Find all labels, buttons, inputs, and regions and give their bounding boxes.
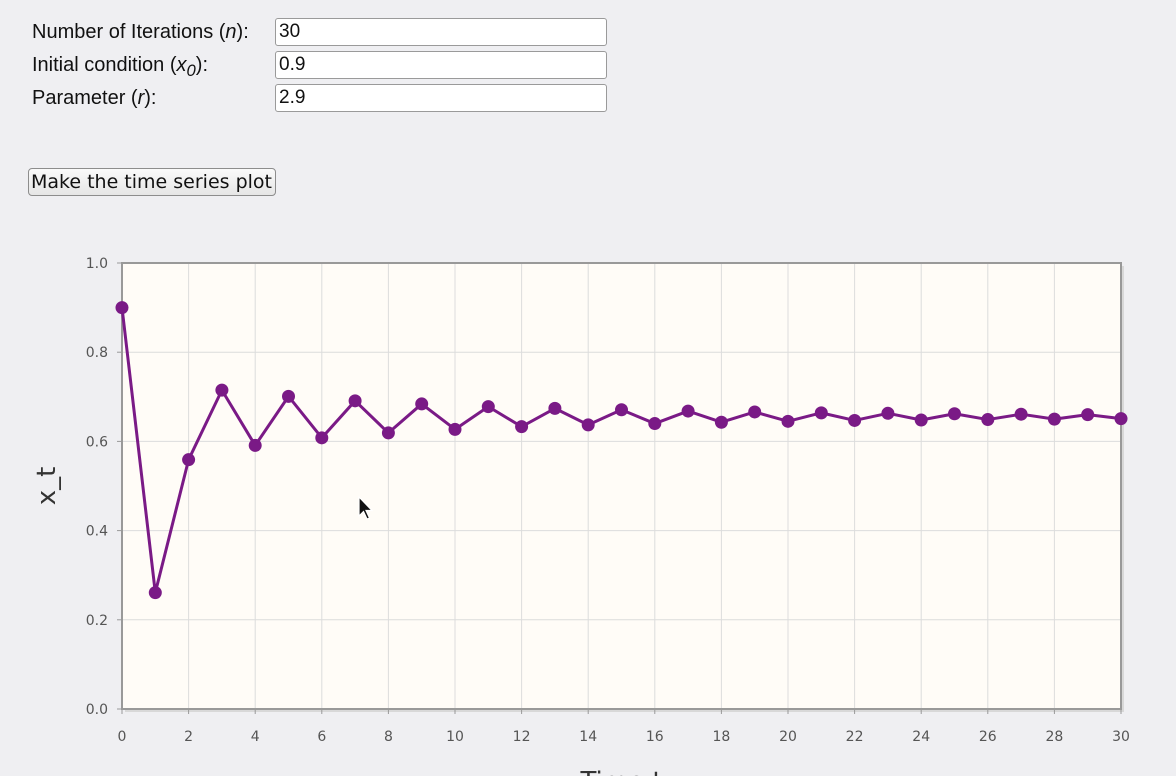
x-tick-label: 26: [979, 729, 997, 745]
data-point: [215, 383, 229, 397]
x-tick-label: 10: [446, 729, 464, 745]
data-point: [315, 431, 329, 445]
data-point: [748, 405, 762, 419]
data-point: [548, 401, 562, 415]
data-point: [515, 420, 529, 434]
data-point: [481, 400, 495, 414]
x-tick-label: 30: [1112, 729, 1130, 745]
x-tick-label: 8: [384, 729, 393, 745]
x-tick-label: 18: [712, 729, 730, 745]
data-point: [448, 422, 462, 436]
x-tick-label: 2: [184, 729, 193, 745]
x-tick-label: 16: [646, 729, 664, 745]
y-tick-label: 0.0: [86, 702, 108, 718]
data-point: [348, 394, 362, 408]
data-point: [881, 406, 895, 420]
data-point: [948, 407, 961, 421]
data-point: [1014, 407, 1028, 421]
y-tick-label: 0.2: [86, 613, 108, 629]
plot-area: [122, 263, 1121, 709]
data-point: [681, 404, 695, 418]
y-tick-label: 0.4: [86, 524, 108, 540]
iterations-label: Number of Iterations (n):: [32, 21, 249, 43]
data-point: [148, 586, 162, 600]
data-point: [914, 413, 928, 427]
data-point: [648, 417, 662, 431]
x-tick-label: 24: [912, 729, 930, 745]
y-tick-label: 0.8: [86, 345, 108, 361]
data-point: [115, 301, 129, 315]
data-point: [781, 414, 795, 428]
make-plot-button[interactable]: Make the time series plot: [28, 168, 276, 196]
x-tick-label: 12: [513, 729, 531, 745]
iterations-input[interactable]: [275, 18, 607, 46]
data-point: [1114, 412, 1128, 426]
initial-condition-row: Initial condition (x0):: [32, 51, 632, 81]
data-point: [248, 438, 262, 452]
iterations-row: Number of Iterations (n):: [32, 18, 632, 48]
x-tick-label: 4: [251, 729, 260, 745]
plot-frame: [121, 262, 1122, 710]
y-tick-label: 1.0: [86, 256, 108, 272]
parameter-row: Parameter (r):: [32, 84, 632, 114]
data-point: [1047, 412, 1061, 426]
data-point: [848, 413, 862, 427]
data-point: [981, 413, 995, 427]
data-point: [415, 397, 429, 411]
initial-condition-label: Initial condition (x0):: [32, 54, 209, 80]
data-point: [381, 426, 395, 440]
data-point: [182, 453, 196, 467]
x-tick-label: 14: [579, 729, 597, 745]
initial-condition-input[interactable]: [275, 51, 607, 79]
x-tick-label: 28: [1045, 729, 1063, 745]
x-tick-label: 22: [846, 729, 864, 745]
data-point: [581, 418, 595, 432]
data-point: [282, 389, 295, 403]
data-point: [714, 415, 728, 429]
data-point: [814, 406, 828, 420]
data-point: [615, 403, 628, 417]
x-axis-title: Time t: [579, 767, 662, 776]
parameter-input[interactable]: [275, 84, 607, 112]
x-tick-label: 0: [118, 729, 127, 745]
y-tick-label: 0.6: [86, 434, 108, 450]
y-axis-title: x_t: [32, 467, 62, 506]
x-tick-label: 6: [317, 729, 326, 745]
parameter-label: Parameter (r):: [32, 87, 157, 109]
x-tick-label: 20: [779, 729, 797, 745]
mouse-cursor-icon: [358, 496, 374, 520]
data-point: [1081, 408, 1095, 422]
